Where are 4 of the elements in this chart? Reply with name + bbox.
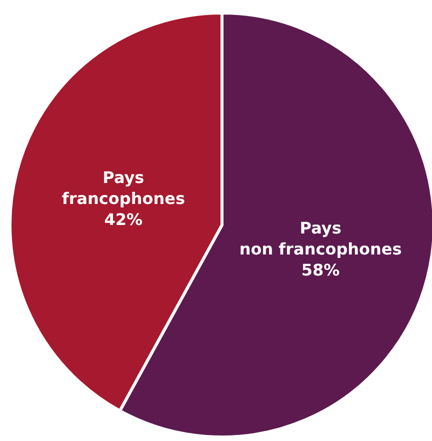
data-label: 42%: [104, 210, 143, 230]
slice-label: Pays non francophones: [239, 218, 402, 259]
data-label: 58%: [301, 260, 340, 280]
slice-label: Pays francophones: [62, 168, 185, 208]
